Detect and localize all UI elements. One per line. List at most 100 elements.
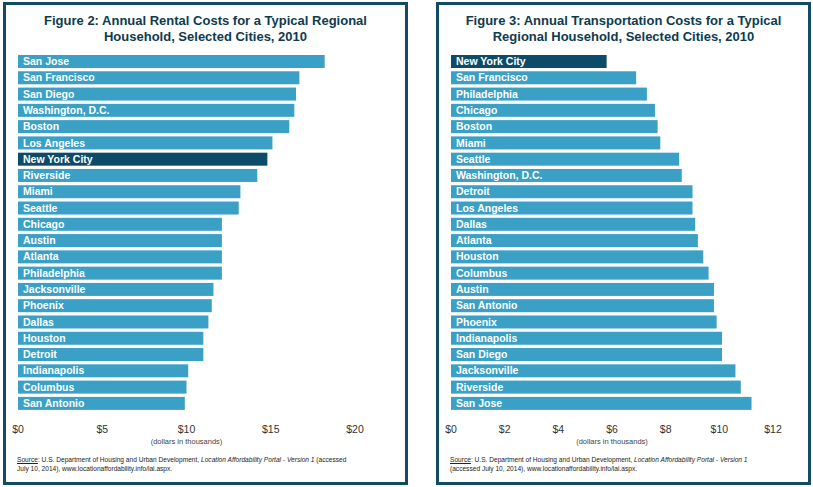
bar: [18, 364, 188, 377]
source-text: Source: [450, 456, 471, 463]
bar: [451, 299, 714, 312]
category-label: Detroit: [456, 185, 490, 197]
category-label: Washington, D.C.: [23, 104, 110, 116]
bar: [18, 120, 289, 133]
category-label: Riverside: [23, 169, 70, 181]
category-label: Philadelphia: [23, 267, 85, 279]
category-label: New York City: [23, 153, 93, 165]
bars: [451, 55, 752, 410]
category-label: Houston: [23, 332, 66, 344]
chart-canvas: San Jose San Francisco San Diego Washington…: [0, 0, 813, 487]
category-label: Austin: [456, 283, 489, 295]
tick-label: $20: [346, 423, 364, 435]
bar: [18, 202, 239, 215]
tick-label: $2: [499, 423, 511, 435]
category-label: Washington, D.C.: [456, 169, 543, 181]
bar: [18, 315, 208, 328]
bar: [451, 104, 655, 117]
category-label: San Diego: [456, 348, 507, 360]
category-label: San Jose: [456, 397, 502, 409]
bar: [18, 267, 222, 280]
tick-label: $10: [711, 423, 729, 435]
bar: [18, 169, 257, 182]
category-label: San Francisco: [23, 71, 95, 83]
category-label: Atlanta: [456, 234, 492, 246]
bar: [451, 234, 698, 247]
category-label: Detroit: [23, 348, 57, 360]
tick-label: $8: [660, 423, 672, 435]
chart-title: Figure 3: Annual Transportation Costs fo…: [459, 13, 789, 45]
bar: [18, 104, 294, 117]
source-text: : U.S. Department of Housing and Urban D…: [38, 456, 201, 463]
bar: [451, 88, 647, 101]
category-label: Phoenix: [456, 316, 497, 328]
category-label: San Francisco: [456, 71, 528, 83]
x-axis: $0$2$4$6$8$10$12(dollars in thousands): [445, 423, 782, 446]
bar: [18, 250, 222, 263]
source-text: (accessed July 10, 2014), www.locationaf…: [450, 465, 637, 472]
tick-label: $4: [552, 423, 564, 435]
tick-label: $12: [764, 423, 782, 435]
bar: [18, 71, 299, 84]
source-note: Source: U.S. Department of Housing and U…: [450, 455, 750, 473]
axis-label: (dollars in thousands): [576, 437, 648, 446]
category-label: Atlanta: [23, 250, 59, 262]
bar: [451, 315, 717, 328]
category-label: Los Angeles: [456, 202, 518, 214]
bar: [451, 397, 752, 410]
bar: [18, 381, 187, 394]
bar: [18, 136, 272, 149]
bar-labels: New York CitySan FranciscoPhiladelphiaCh…: [456, 55, 543, 409]
category-label: Boston: [23, 120, 59, 132]
category-label: Riverside: [456, 381, 503, 393]
bar: [451, 55, 607, 68]
bar: [451, 120, 658, 133]
bar: [451, 381, 741, 394]
category-label: Phoenix: [23, 299, 64, 311]
category-label: Indianapolis: [456, 332, 517, 344]
tick-label: $10: [178, 423, 196, 435]
tick-label: $0: [445, 423, 457, 435]
chart-title: Figure 2: Annual Rental Costs for a Typi…: [36, 13, 376, 45]
source-text: Source: [17, 456, 38, 463]
category-label: Jacksonville: [456, 364, 519, 376]
category-label: Dallas: [456, 218, 487, 230]
bar-labels: San JoseSan FranciscoSan DiegoWashington…: [23, 55, 110, 409]
source-text: Location Affordability Portal - Version …: [634, 456, 748, 463]
category-label: Philadelphia: [456, 88, 518, 100]
bar: [18, 283, 213, 296]
bar: [451, 153, 679, 166]
bar: [18, 332, 203, 345]
category-label: San Antonio: [23, 397, 84, 409]
category-label: Dallas: [23, 316, 54, 328]
bar: [18, 348, 203, 361]
bar: [451, 332, 722, 345]
category-label: Miami: [23, 185, 53, 197]
category-label: Seattle: [23, 202, 58, 214]
bar: [451, 348, 722, 361]
bar: [451, 169, 682, 182]
category-label: Chicago: [23, 218, 64, 230]
category-label: Boston: [456, 120, 492, 132]
bar: [18, 88, 296, 101]
category-label: San Jose: [23, 55, 69, 67]
x-axis: $0$5$10$15$20(dollars in thousands): [12, 423, 364, 446]
tick-label: $5: [96, 423, 108, 435]
bar: [451, 364, 735, 377]
category-label: Miami: [456, 137, 486, 149]
bar: [451, 267, 709, 280]
bar: [18, 234, 222, 247]
category-label: Indianapolis: [23, 364, 84, 376]
bar: [451, 283, 714, 296]
bar: [18, 218, 222, 231]
tick-label: $0: [12, 423, 24, 435]
bar: [18, 153, 267, 166]
category-label: Columbus: [23, 381, 74, 393]
bar: [451, 250, 703, 263]
source-text: Location Affordability Portal - Version …: [201, 456, 315, 463]
category-label: Columbus: [456, 267, 507, 279]
bar: [451, 202, 693, 215]
category-label: New York City: [456, 55, 526, 67]
bar: [451, 71, 636, 84]
tick-label: $15: [262, 423, 280, 435]
